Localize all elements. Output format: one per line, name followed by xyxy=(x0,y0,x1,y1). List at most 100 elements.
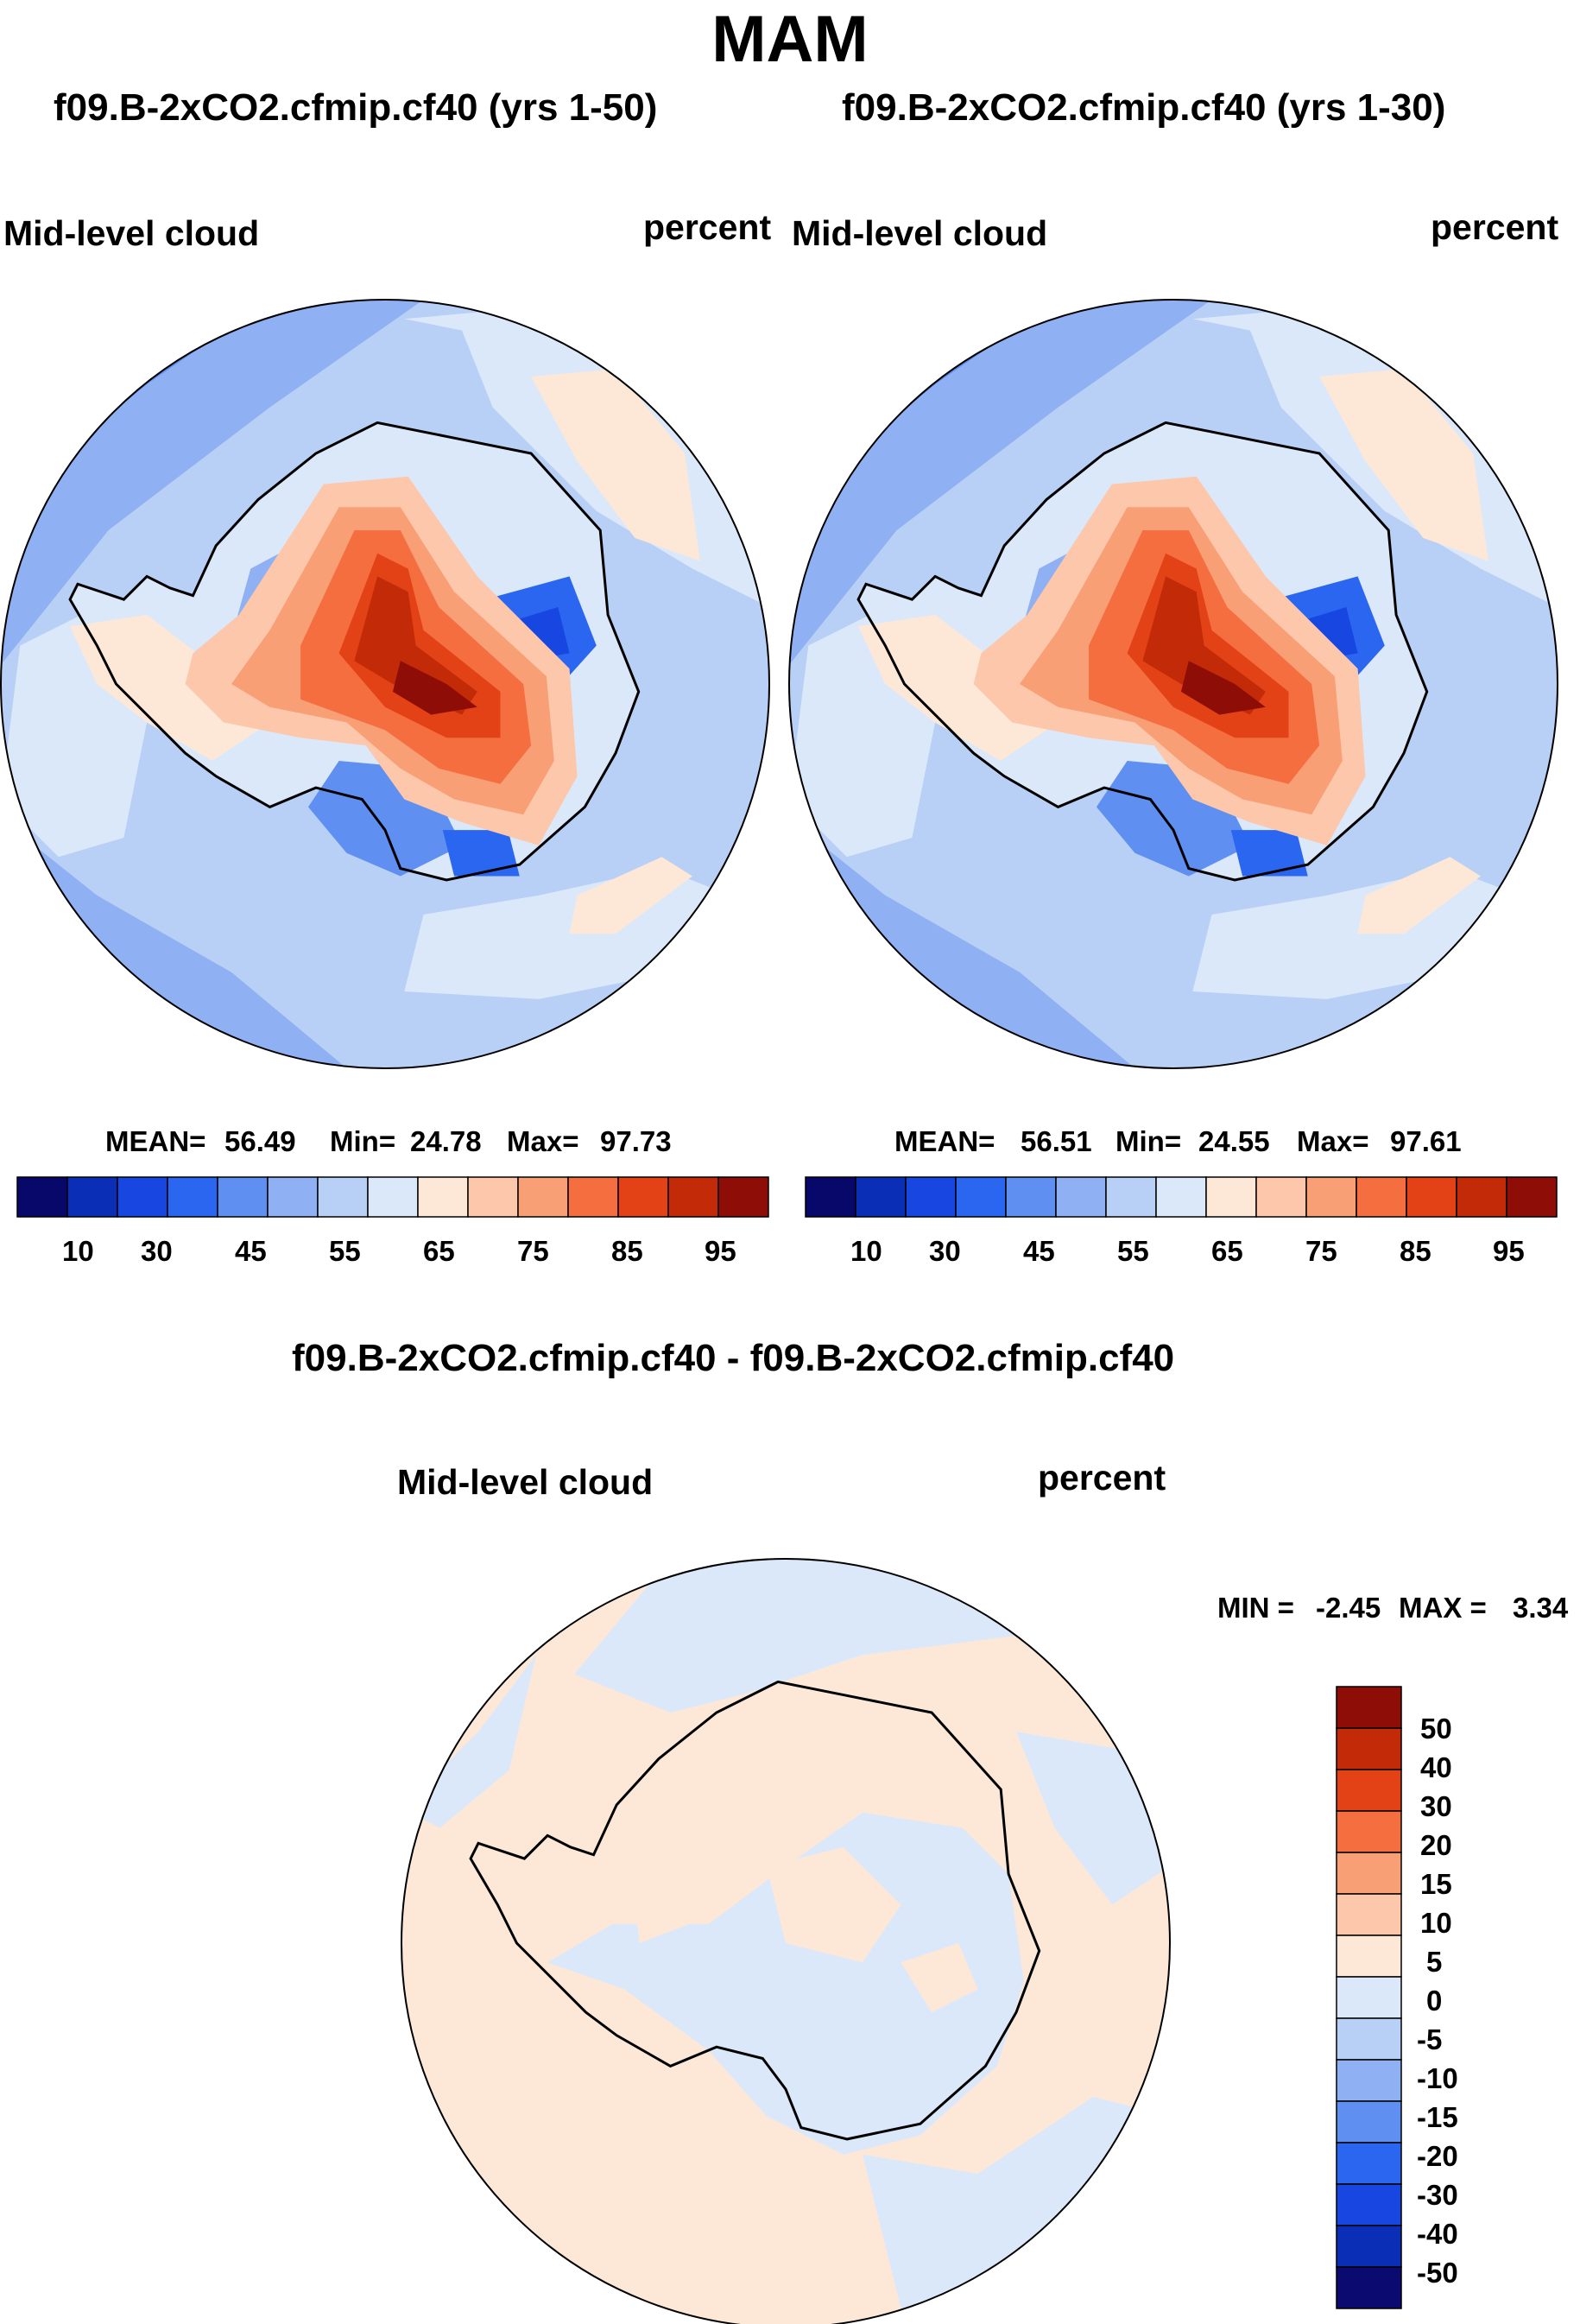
colorbar-box xyxy=(317,1176,369,1218)
cb1-tick: 95 xyxy=(705,1235,736,1267)
diff-variable-label: Mid-level cloud xyxy=(397,1462,654,1502)
panel2-min-label: Min= xyxy=(1115,1125,1182,1157)
cb1-tick: 55 xyxy=(329,1235,361,1267)
cb3-tick: -50 xyxy=(1417,2257,1458,2289)
map-panel-1 xyxy=(0,299,770,1069)
cb3-tick: 40 xyxy=(1420,1751,1452,1783)
colorbar-box xyxy=(805,1176,856,1218)
cb3-tick: 10 xyxy=(1420,1907,1452,1939)
colorbar-box xyxy=(905,1176,957,1218)
colorbar-box xyxy=(1336,1976,1402,2019)
colorbar-box xyxy=(66,1176,118,1218)
panel1-min-label: Min= xyxy=(330,1125,396,1157)
colorbar-box xyxy=(167,1176,218,1218)
map-contour xyxy=(547,1812,1024,2155)
colorbar-box xyxy=(1456,1176,1507,1218)
cb3-tick: -20 xyxy=(1417,2140,1458,2172)
panel2-variable-label: Mid-level cloud xyxy=(792,213,1048,253)
map-contour xyxy=(354,576,477,715)
colorbar-box xyxy=(1336,1686,1402,1729)
antarctica-coastline xyxy=(68,421,641,882)
diff-max-label: MAX = xyxy=(1399,1592,1487,1624)
cb3-tick: -30 xyxy=(1417,2179,1458,2211)
map-panel-2 xyxy=(788,299,1558,1069)
cb2-tick: 85 xyxy=(1400,1235,1431,1267)
panel2-max-label: Max= xyxy=(1297,1125,1369,1157)
map-border xyxy=(788,299,1558,1069)
colorbar-box xyxy=(467,1176,519,1218)
map-contour xyxy=(392,661,477,715)
cb2-tick: 45 xyxy=(1023,1235,1055,1267)
cb2-tick: 75 xyxy=(1305,1235,1337,1267)
colorbar-difference xyxy=(1336,1686,1402,2309)
colorbar-box xyxy=(1336,2266,1402,2309)
antarctica-coastline xyxy=(856,421,1429,882)
cb1-tick: 65 xyxy=(423,1235,455,1267)
colorbar-box xyxy=(267,1176,319,1218)
colorbar-box xyxy=(617,1176,669,1218)
colorbar-box xyxy=(1205,1176,1257,1218)
colorbar-box xyxy=(1336,1893,1402,1936)
colorbar-box xyxy=(955,1176,1007,1218)
colorbar-box xyxy=(1406,1176,1457,1218)
cb3-tick: 50 xyxy=(1420,1713,1452,1745)
map-border xyxy=(401,1558,1171,2324)
cb3-tick: -40 xyxy=(1417,2218,1458,2250)
cb1-tick: 85 xyxy=(611,1235,643,1267)
colorbar-box xyxy=(16,1176,68,1218)
colorbar-box xyxy=(1336,1769,1402,1812)
cb3-tick: -15 xyxy=(1417,2101,1458,2133)
colorbar-box xyxy=(517,1176,569,1218)
map-contour xyxy=(1230,830,1308,877)
diff-min-value: -2.45 xyxy=(1316,1592,1381,1624)
map-contour xyxy=(1357,857,1481,934)
cb1-tick: 75 xyxy=(517,1235,549,1267)
panel2-mean-value: 56.51 xyxy=(1021,1125,1092,1157)
diff-subtitle: f09.B-2xCO2.cfmip.cf40 - f09.B-2xCO2.cfm… xyxy=(292,1337,1175,1379)
map-contour xyxy=(531,369,700,561)
map-contour xyxy=(901,1943,978,2013)
colorbar-box xyxy=(667,1176,719,1218)
cb3-tick: 30 xyxy=(1420,1790,1452,1822)
difference-map xyxy=(401,1558,1171,2324)
colorbar-box xyxy=(1005,1176,1057,1218)
colorbar-box xyxy=(1336,1810,1402,1853)
colorbar-box xyxy=(417,1176,469,1218)
panel2-max-value: 97.61 xyxy=(1390,1125,1462,1157)
map-contour xyxy=(858,614,1059,761)
cb3-tick: 0 xyxy=(1426,1985,1443,2017)
panel2-subtitle: f09.B-2xCO2.cfmip.cf40 (yrs 1-30) xyxy=(842,86,1446,129)
cb1-tick: 10 xyxy=(62,1235,94,1267)
colorbar-box xyxy=(1336,1727,1402,1770)
diff-units-label: percent xyxy=(1038,1458,1166,1498)
panel1-subtitle: f09.B-2xCO2.cfmip.cf40 (yrs 1-50) xyxy=(54,86,658,129)
colorbar-box xyxy=(1255,1176,1307,1218)
cb3-tick: 15 xyxy=(1420,1868,1452,1900)
panel1-mean-value: 56.49 xyxy=(224,1125,296,1157)
cb3-tick: -10 xyxy=(1417,2062,1458,2094)
antarctica-coastline xyxy=(469,1680,1041,2141)
colorbar-box xyxy=(717,1176,769,1218)
map-contour xyxy=(766,1846,901,1963)
cb3-tick: 5 xyxy=(1426,1946,1443,1978)
colorbar-box xyxy=(1055,1176,1107,1218)
colorbar-box xyxy=(1336,2100,1402,2144)
colorbar-box xyxy=(1305,1176,1357,1218)
map-contour xyxy=(569,857,692,934)
panel1-max-label: Max= xyxy=(507,1125,579,1157)
map-contour xyxy=(1142,576,1266,715)
colorbar-box xyxy=(1336,1852,1402,1895)
panel1-units-label: percent xyxy=(643,207,772,247)
diff-min-label: MIN = xyxy=(1217,1592,1294,1624)
panel2-mean-label: MEAN= xyxy=(894,1125,995,1157)
map-contour xyxy=(1319,369,1488,561)
colorbar-box xyxy=(1506,1176,1558,1218)
map-contour xyxy=(70,614,270,761)
cb2-tick: 30 xyxy=(929,1235,961,1267)
panel2-min-value: 24.55 xyxy=(1198,1125,1270,1157)
colorbar-box xyxy=(1356,1176,1407,1218)
panel1-mean-label: MEAN= xyxy=(105,1125,206,1157)
panel2-units-label: percent xyxy=(1431,207,1559,247)
colorbar-panel2 xyxy=(805,1176,1558,1218)
